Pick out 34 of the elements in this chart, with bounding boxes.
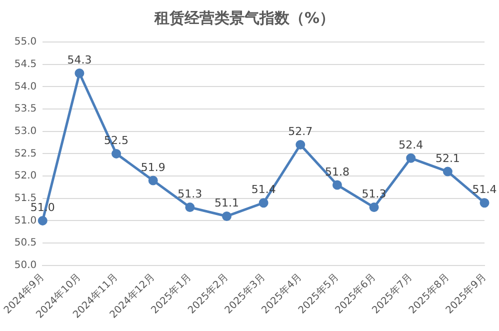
point (74, 68, 84, 78)
chart-title: 租赁经营类景气指数（%） (153, 8, 335, 27)
point (148, 176, 158, 186)
data-label: 51.9 (140, 160, 166, 174)
y-tick-label: 51.0 (14, 215, 37, 226)
y-tick-label: 50.5 (14, 238, 37, 249)
data-label: 51.1 (214, 196, 239, 210)
y-tick-label: 54.5 (14, 58, 37, 70)
data-label: 51.8 (324, 165, 350, 178)
point (258, 198, 268, 208)
y-tick-label: 53.5 (14, 104, 37, 115)
y-tick-label: 55.0 (14, 36, 37, 48)
point (332, 180, 342, 190)
point (369, 202, 379, 212)
data-label: 51.4 (472, 183, 497, 196)
y-tick-label: 50.0 (14, 260, 37, 271)
point (222, 211, 232, 221)
point (480, 198, 490, 208)
point (296, 140, 306, 150)
y-tick-label: 54.0 (14, 81, 37, 92)
data-label: 52.1 (435, 152, 460, 165)
data-label: 51.3 (178, 188, 202, 201)
point (406, 153, 416, 163)
point (38, 216, 48, 226)
y-tick-label: 52.0 (14, 170, 37, 182)
point (112, 148, 122, 158)
y-tick-label: 53.0 (14, 126, 37, 137)
point (185, 202, 195, 212)
y-tick-label: 51.5 (14, 192, 37, 204)
data-label: 52.4 (398, 138, 424, 152)
point (442, 166, 452, 176)
data-label: 54.3 (67, 54, 92, 67)
y-tick-label: 52.5 (14, 148, 37, 160)
data-label: 52.7 (288, 125, 313, 138)
